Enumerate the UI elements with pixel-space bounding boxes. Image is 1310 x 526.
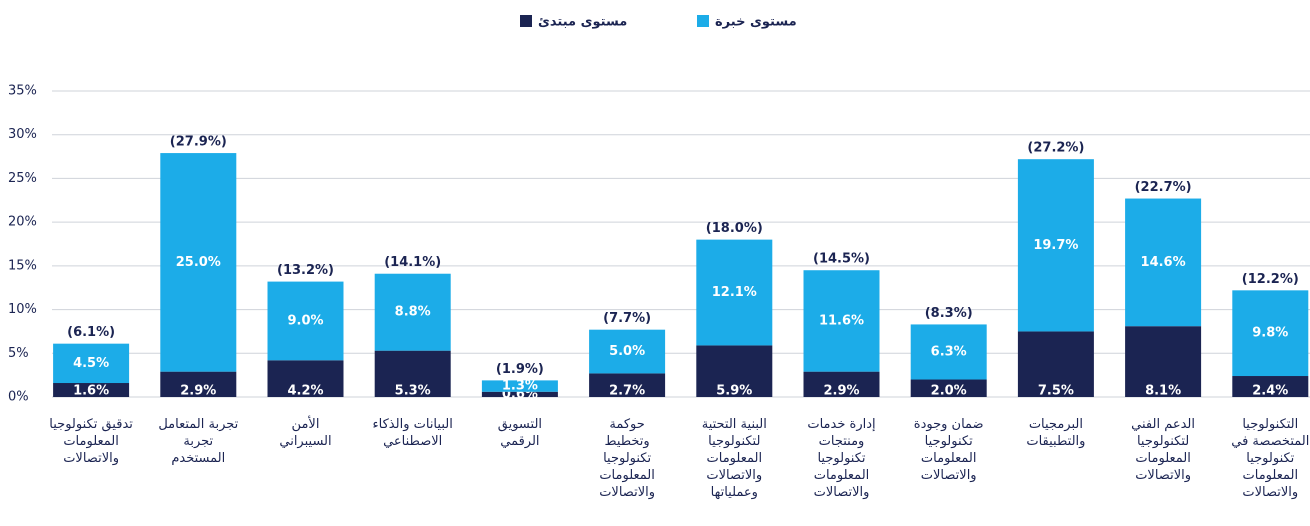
legend-swatch	[697, 15, 709, 27]
bar-segment	[267, 360, 344, 397]
data-label: 5.0%	[609, 344, 645, 359]
x-tick-label: تدقيق تكنولوجيا المعلومات والاتصالات	[49, 417, 133, 466]
y-tick-label: 20%	[8, 215, 37, 230]
total-label: (8.3%)	[925, 306, 973, 321]
data-label: 2.9%	[823, 384, 859, 399]
data-label: 1.6%	[73, 384, 109, 399]
bar-segment	[910, 379, 987, 397]
data-label: 6.3%	[931, 344, 967, 359]
total-label: (22.7%)	[1135, 180, 1192, 195]
data-label: 8.1%	[1145, 384, 1181, 399]
total-label: (27.2%)	[1027, 141, 1084, 156]
data-label: 2.4%	[1252, 384, 1288, 399]
bar-segment	[1017, 331, 1094, 397]
x-tick-label: البرمجيات والتطبيقات	[1026, 417, 1086, 449]
x-tick-label: البنية التحتية لتكنولوجيا المعلومات والا…	[701, 417, 767, 500]
data-label: 19.7%	[1033, 238, 1078, 253]
data-label: 9.0%	[287, 313, 323, 328]
x-tick-label: الأمن السيبراني	[279, 417, 332, 449]
data-label: 11.6%	[819, 313, 864, 328]
total-label: (14.1%)	[384, 255, 441, 270]
x-tick-label: الدعم الفني لتكنولوجيا المعلومات والاتصا…	[1131, 417, 1196, 483]
bar-segment	[1125, 198, 1202, 327]
y-tick-label: 10%	[8, 302, 37, 317]
total-label: (1.9%)	[496, 362, 544, 377]
bar-segment	[803, 371, 880, 397]
bar-segment	[1232, 290, 1309, 377]
total-label: (13.2%)	[277, 263, 334, 278]
total-label: (12.2%)	[1242, 272, 1299, 287]
bar-segment	[374, 350, 451, 397]
y-tick-label: 0%	[8, 390, 29, 405]
bar-segment	[53, 383, 130, 397]
total-label: (6.1%)	[67, 325, 115, 340]
legend-label: مستوى خبرة	[715, 15, 797, 30]
y-tick-label: 30%	[8, 127, 37, 142]
bar-segment	[696, 239, 773, 346]
bar-segment	[53, 343, 130, 384]
data-label: 12.1%	[712, 285, 757, 300]
data-label: 7.5%	[1038, 384, 1074, 399]
bar-segment	[589, 329, 666, 374]
data-label: 25.0%	[176, 255, 221, 270]
bar-segment	[481, 391, 558, 397]
data-label: 2.0%	[931, 384, 967, 399]
bar-segment	[160, 371, 237, 397]
data-label: 4.5%	[73, 356, 109, 371]
data-label: 14.6%	[1141, 255, 1186, 270]
data-label: 2.9%	[180, 384, 216, 399]
x-tick-label: تجربة المتعامل تجربة المستخدم	[158, 417, 239, 466]
data-label: 5.3%	[395, 384, 431, 399]
total-label: (18.0%)	[706, 221, 763, 236]
y-tick-label: 15%	[8, 258, 37, 273]
bar-segment	[481, 380, 558, 392]
bar-segment	[267, 281, 344, 361]
data-label: 1.3%	[502, 379, 538, 394]
y-tick-label: 35%	[8, 84, 37, 99]
total-label: (14.5%)	[813, 252, 870, 267]
bar-segment	[1017, 159, 1094, 332]
total-label: (27.9%)	[170, 135, 227, 150]
data-label: 9.8%	[1252, 326, 1288, 341]
x-tick-label: البيانات والذكاء الاصطناعي	[372, 417, 453, 449]
legend-label: مستوى مبتدئ	[538, 15, 627, 30]
y-tick-label: 25%	[8, 171, 37, 186]
data-label: 8.8%	[395, 305, 431, 320]
y-tick-label: 5%	[8, 346, 29, 361]
data-label: 4.2%	[287, 384, 323, 399]
total-label: (7.7%)	[603, 311, 651, 326]
legend-swatch	[520, 15, 532, 27]
bar-segment	[1232, 376, 1309, 397]
bar-segment	[803, 270, 880, 372]
x-tick-label: التسويق الرقمي	[497, 417, 543, 449]
x-tick-label: التكنولوجيا المتخصصة في تكنولوجيا المعلو…	[1231, 417, 1310, 500]
bar-segment	[374, 273, 451, 351]
data-label: 5.9%	[716, 384, 752, 399]
x-tick-label: حوكمة وتخطيط تكنولوجيا المعلومات والاتصا…	[599, 417, 655, 500]
bar-segment	[696, 345, 773, 397]
x-tick-label: إدارة خدمات ومنتجات تكنولوجيا المعلومات …	[807, 417, 876, 500]
bar-segment	[589, 373, 666, 397]
bar-segment	[910, 324, 987, 380]
x-tick-label: ضمان وجودة تكنولوجيا المعلومات والاتصالا…	[913, 417, 984, 483]
bar-segment	[160, 153, 237, 372]
data-label: 2.7%	[609, 384, 645, 399]
bar-segment	[1125, 326, 1202, 397]
